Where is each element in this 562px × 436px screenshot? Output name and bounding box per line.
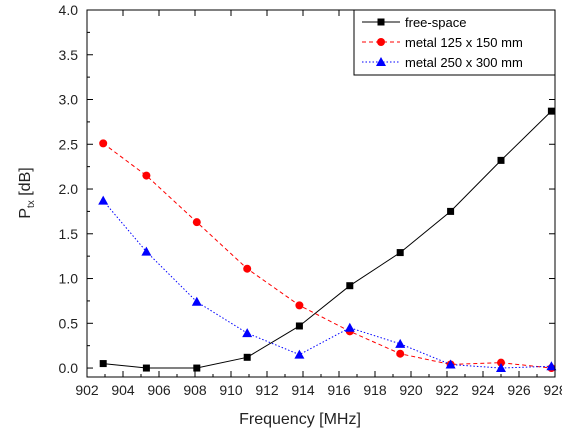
data-point [193, 364, 201, 372]
x-tick-label: 924 [471, 382, 495, 398]
data-point [546, 361, 557, 371]
data-point [396, 249, 404, 257]
data-point [346, 282, 354, 290]
x-tick-label: 928 [543, 382, 562, 398]
data-point [242, 328, 253, 338]
x-tick-label: 910 [219, 382, 243, 398]
legend-marker [377, 38, 385, 46]
y-tick-label: 1.5 [59, 226, 79, 242]
data-point [447, 207, 455, 215]
y-axis-title-main: P [17, 208, 34, 219]
data-point [344, 322, 355, 332]
x-tick-labels: 902 904 906 908 910 912 914 916 918 920 922 924 926 9… [75, 382, 562, 398]
data-point [396, 349, 405, 358]
data-point [395, 338, 406, 348]
y-tick-label: 3.5 [59, 47, 79, 63]
y-tick-label: 0.5 [59, 315, 79, 331]
y-tick-label: 0.0 [59, 360, 79, 376]
y-tick-label: 2.0 [59, 181, 79, 197]
x-tick-label: 908 [183, 382, 207, 398]
series-2 [98, 195, 557, 373]
series-line [103, 110, 552, 369]
series-line [102, 200, 552, 369]
data-point [294, 349, 305, 359]
y-tick-label: 2.5 [59, 136, 79, 152]
x-tick-label: 902 [75, 382, 99, 398]
data-point [98, 195, 109, 205]
x-tick-label: 920 [399, 382, 423, 398]
y-axis-title-suffix: [dB] [17, 167, 34, 200]
legend-label-metal-250x300: metal 250 x 300 mm [405, 55, 523, 70]
x-tick-label: 906 [147, 382, 171, 398]
plot-frame [86, 9, 556, 378]
data-point [192, 218, 201, 227]
legend: free-space metal 125 x 150 mm metal 250 … [353, 9, 556, 76]
data-point [243, 264, 252, 273]
data-point [99, 360, 107, 368]
data-point [142, 364, 150, 372]
x-tick-label: 904 [111, 382, 135, 398]
legend-label-free-space: free-space [405, 15, 466, 30]
x-tick-label: 916 [327, 382, 351, 398]
x-axis-title: Frequency [MHz] [239, 411, 361, 428]
data-point [141, 246, 152, 256]
data-point [99, 139, 108, 148]
data-point [191, 296, 202, 306]
legend-box [353, 9, 556, 76]
y-axis-title: Ptx [dB] [17, 167, 37, 218]
data-point [243, 353, 251, 361]
legend-items: free-space metal 125 x 150 mm metal 250 … [362, 15, 523, 70]
series-0 [99, 107, 555, 372]
y-axis-title-sub: tx [26, 200, 37, 208]
legend-marker [376, 57, 386, 66]
series-line [102, 142, 552, 369]
x-tick-label: 922 [435, 382, 459, 398]
x-tick-label: 914 [291, 382, 315, 398]
data-point [445, 359, 456, 369]
data-point [295, 301, 304, 310]
y-tick-label: 4.0 [59, 2, 79, 18]
legend-label-metal-125x150: metal 125 x 150 mm [405, 35, 523, 50]
series-layer [98, 107, 557, 373]
legend-marker [377, 18, 385, 26]
x-tick-label: 926 [507, 382, 531, 398]
data-point [497, 358, 505, 367]
x-tick-label: 912 [255, 382, 279, 398]
y-tick-labels: 0.0 0.5 1.0 1.5 2.0 2.5 3.0 3.5 4.0 [59, 2, 79, 376]
data-point [142, 171, 151, 180]
y-tick-label: 1.0 [59, 271, 79, 287]
x-tick-label: 918 [363, 382, 387, 398]
data-point [497, 156, 505, 164]
y-tick-label: 3.0 [59, 92, 79, 108]
data-point [547, 107, 555, 115]
data-point [295, 322, 303, 330]
data-point [496, 363, 506, 373]
